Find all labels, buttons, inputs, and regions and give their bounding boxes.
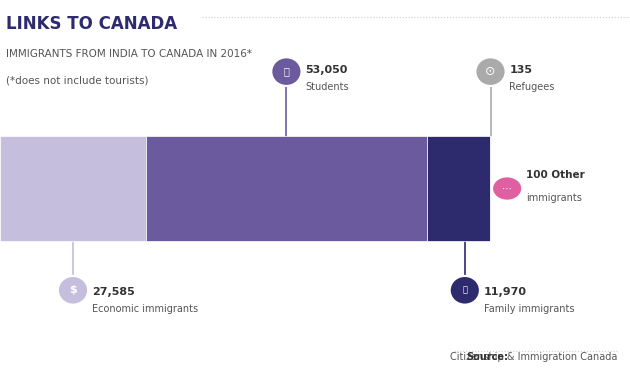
Text: ⨸: ⨸: [284, 67, 289, 77]
Text: Students: Students: [306, 82, 349, 92]
Ellipse shape: [272, 57, 302, 86]
Text: Source:: Source:: [466, 352, 508, 362]
Text: LINKS TO CANADA: LINKS TO CANADA: [6, 15, 178, 33]
FancyBboxPatch shape: [146, 136, 427, 241]
Text: ⋯: ⋯: [502, 184, 512, 193]
Text: ⊙: ⊙: [485, 65, 496, 78]
Text: 11,970: 11,970: [484, 287, 527, 297]
Text: ⬦: ⬦: [462, 286, 467, 295]
Text: immigrants: immigrants: [526, 193, 582, 203]
Ellipse shape: [492, 176, 522, 201]
Text: 27,585: 27,585: [92, 287, 135, 297]
Text: (*does not include tourists): (*does not include tourists): [6, 75, 149, 86]
Text: 53,050: 53,050: [306, 65, 348, 75]
Text: Economic immigrants: Economic immigrants: [92, 304, 198, 314]
Ellipse shape: [476, 57, 506, 86]
Ellipse shape: [58, 276, 88, 305]
Text: Citizenship & Immigration Canada: Citizenship & Immigration Canada: [450, 352, 617, 362]
FancyBboxPatch shape: [427, 136, 490, 241]
Text: Refugees: Refugees: [510, 82, 555, 92]
Text: 135: 135: [510, 65, 532, 75]
FancyBboxPatch shape: [0, 136, 146, 241]
Text: 100 Other: 100 Other: [526, 170, 585, 180]
Text: $: $: [69, 285, 77, 295]
Text: Family immigrants: Family immigrants: [484, 304, 574, 314]
Ellipse shape: [450, 276, 480, 305]
Text: IMMIGRANTS FROM INDIA TO CANADA IN 2016*: IMMIGRANTS FROM INDIA TO CANADA IN 2016*: [6, 49, 252, 59]
FancyBboxPatch shape: [490, 136, 491, 241]
